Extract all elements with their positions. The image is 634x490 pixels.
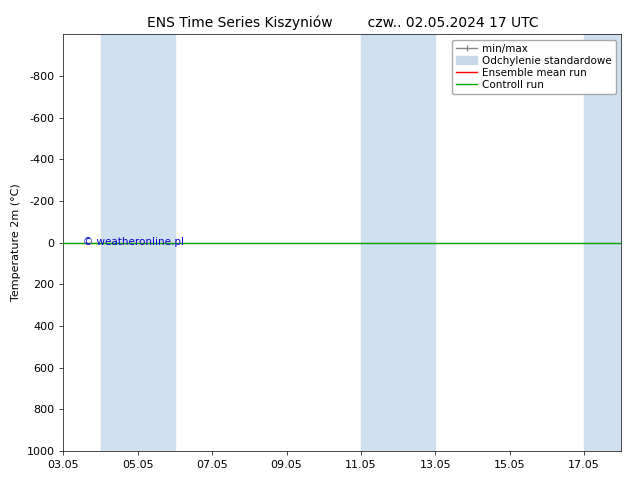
Text: © weatheronline.pl: © weatheronline.pl	[83, 237, 184, 247]
Title: ENS Time Series Kiszyniów        czw.. 02.05.2024 17 UTC: ENS Time Series Kiszyniów czw.. 02.05.20…	[146, 16, 538, 30]
Bar	[361, 34, 398, 451]
Bar	[101, 34, 138, 451]
Bar	[138, 34, 175, 451]
Bar	[398, 34, 436, 451]
Legend: min/max, Odchylenie standardowe, Ensemble mean run, Controll run: min/max, Odchylenie standardowe, Ensembl…	[452, 40, 616, 94]
Y-axis label: Temperature 2m (°C): Temperature 2m (°C)	[11, 184, 21, 301]
Bar	[584, 34, 621, 451]
